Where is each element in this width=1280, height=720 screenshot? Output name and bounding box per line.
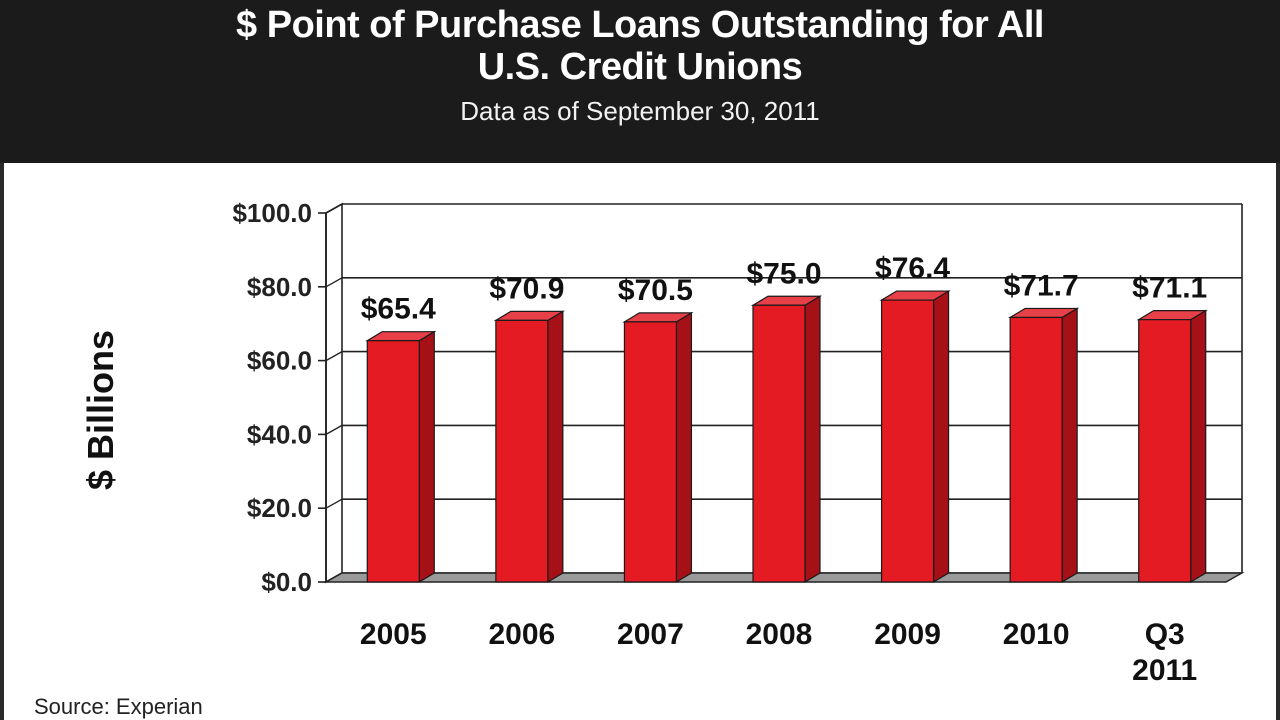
bar-side-5 (932, 290, 950, 584)
y-tick-label: $20.0 (247, 493, 312, 523)
y-tick-label: $0.0 (261, 567, 312, 597)
bar-side-2 (547, 310, 564, 584)
left-border (0, 163, 4, 720)
x-tick-label: 2007 (617, 618, 684, 651)
x-tick-label: 2009 (874, 618, 941, 651)
x-tick-label: 2006 (488, 618, 555, 651)
y-axis-title: $ Billions (80, 330, 121, 490)
bar-value-label: $75.0 (746, 257, 821, 290)
bar-value-label: $70.5 (618, 274, 693, 307)
bar-value-label: $76.4 (875, 252, 950, 285)
source-note: Source: Experian (34, 694, 203, 719)
bar-value-label: $71.1 (1132, 272, 1207, 305)
x-tick-label: 2008 (746, 618, 813, 651)
chart-title-line-2: U.S. Credit Unions (477, 46, 803, 88)
bar-4 (752, 304, 806, 583)
bar-2 (495, 319, 549, 583)
bar-value-label: $71.7 (1004, 269, 1079, 302)
bar-side-3 (675, 311, 693, 584)
x-tick-label: Q3 (1145, 618, 1185, 651)
y-tick-label: $60.0 (247, 346, 312, 376)
bar-1 (366, 340, 420, 583)
x-tick-label: 2005 (360, 618, 427, 651)
y-tick-label: $100.0 (232, 198, 312, 228)
bar-7 (1138, 319, 1192, 583)
chart-side-wall (325, 202, 343, 584)
chart-header: $ Point of Purchase Loans Outstanding fo… (0, 0, 1280, 163)
bar-3 (623, 321, 678, 583)
bar-value-label: $65.4 (361, 293, 436, 326)
bar-5 (880, 299, 935, 583)
bar-side-4 (804, 295, 821, 584)
chart-title: $ Point of Purchase Loans Outstanding fo… (0, 4, 1280, 88)
bar-side-7 (1190, 309, 1207, 584)
x-tick-label: 2011 (1132, 654, 1197, 687)
bar-6 (1009, 316, 1063, 583)
chart-title-line-1: $ Point of Purchase Loans Outstanding fo… (236, 4, 1044, 46)
y-tick-label: $40.0 (247, 419, 312, 449)
side-wall-tick-1 (325, 498, 343, 509)
side-wall-tick-2 (325, 424, 343, 436)
bar-value-label: $70.9 (489, 272, 564, 305)
x-tick-label: 2010 (1003, 618, 1070, 651)
right-border (1276, 163, 1280, 720)
side-wall-tick-3 (325, 350, 343, 362)
side-wall-tick-4 (325, 277, 343, 288)
y-tick-label: $80.0 (247, 272, 312, 302)
bar-side-6 (1061, 307, 1078, 584)
bar-side-1 (418, 330, 435, 584)
side-wall-tick-5 (325, 203, 343, 214)
chart-subtitle: Data as of September 30, 2011 (460, 96, 820, 126)
